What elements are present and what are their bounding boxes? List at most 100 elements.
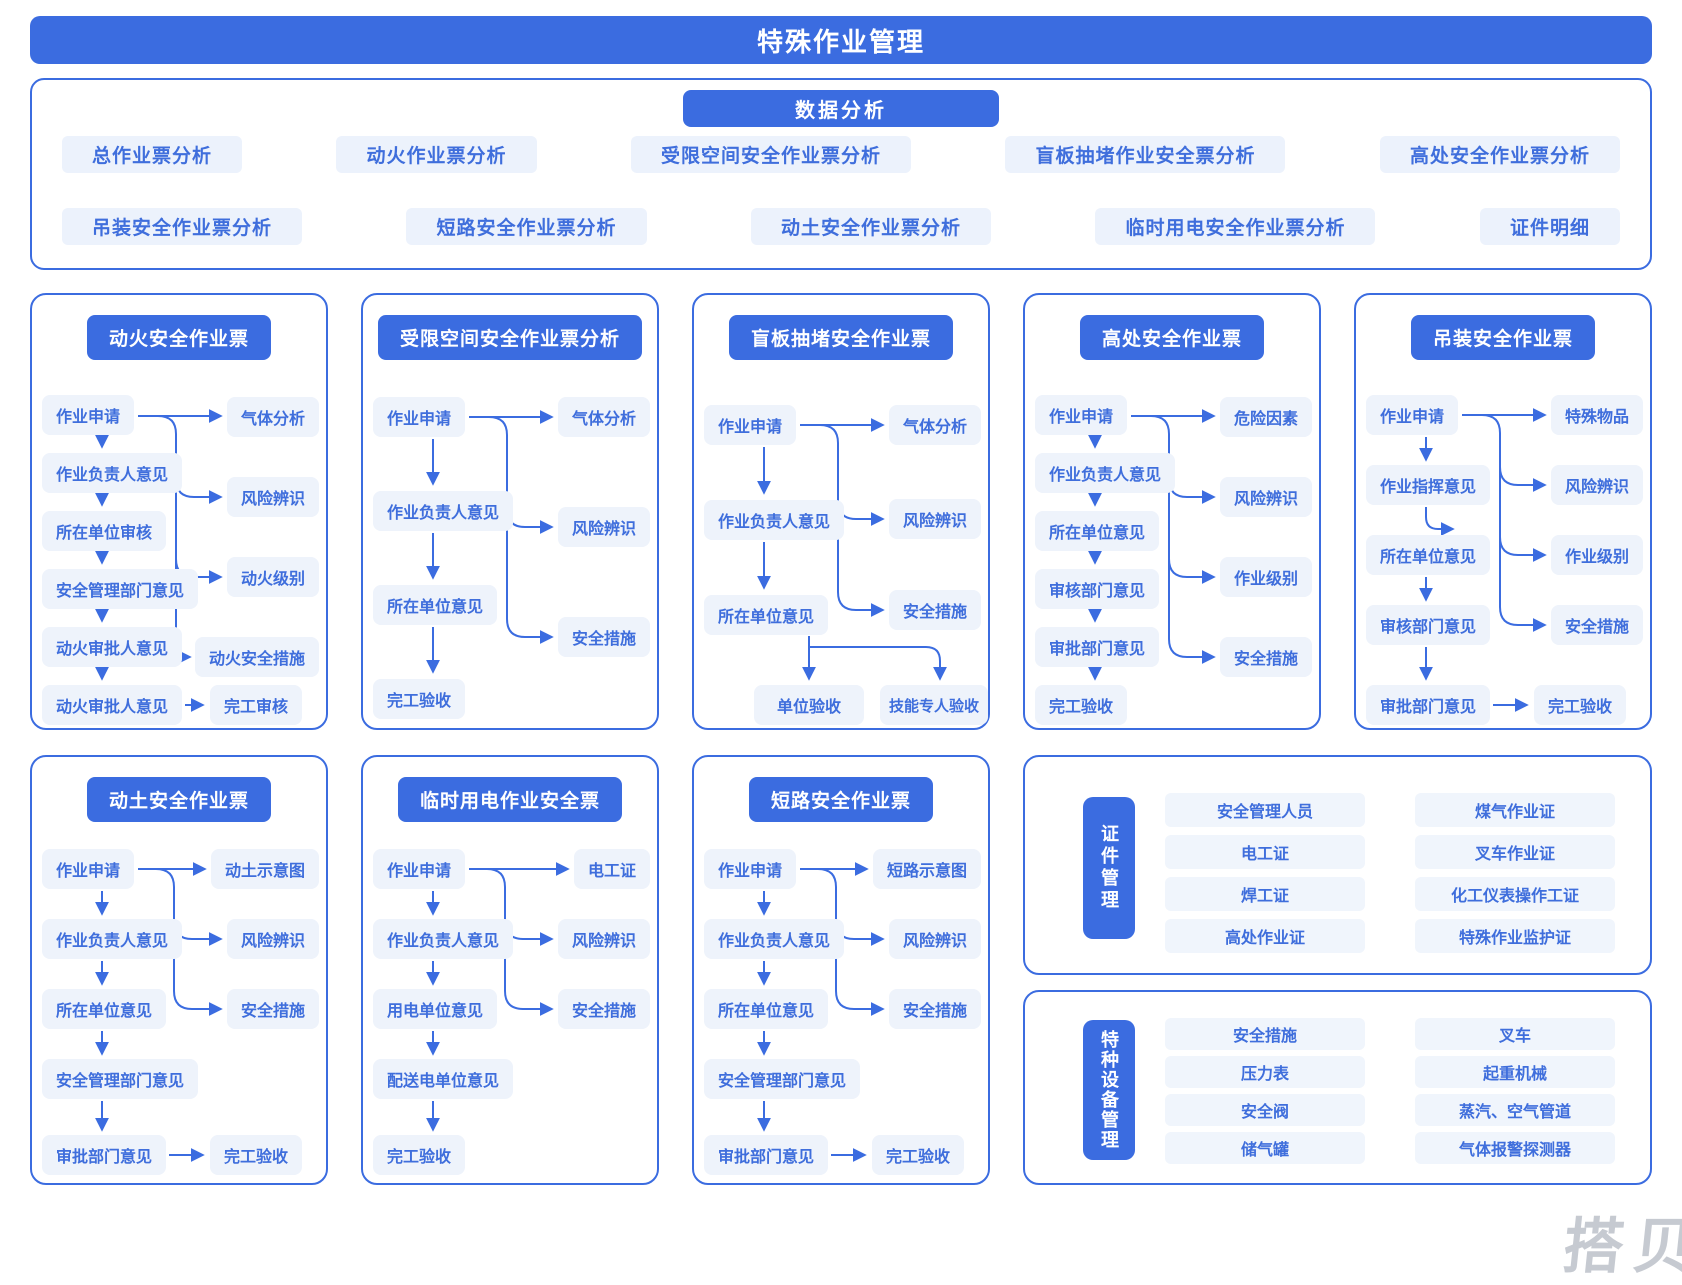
- panel-title-button[interactable]: 盲板抽堵安全作业票: [728, 315, 954, 360]
- analysis-row-1: 总作业票分析 动火作业票分析 受限空间安全作业票分析 盲板抽堵作业安全票分析 高…: [62, 136, 1620, 173]
- panel-lifting: 吊装安全作业票 作业申请 作业指挥意见 所在单位意见 审核部门意见 审批部门意见…: [1354, 293, 1652, 730]
- certificate-item-button[interactable]: 高处作业证: [1165, 919, 1365, 953]
- panel-blind-plate: 盲板抽堵安全作业票 作业申请 作业负责人意见 所在单位意见 单位验收 技能专人验…: [692, 293, 990, 730]
- data-analysis-title-button[interactable]: 数据分析: [683, 90, 999, 127]
- flow-step: 所在单位意见: [373, 585, 497, 625]
- panel-title-button[interactable]: 动土安全作业票: [86, 777, 272, 822]
- flow-final-step: 完工验收: [872, 1135, 964, 1175]
- flow-step: 安全管理部门意见: [704, 1059, 860, 1099]
- flow-connectors: [95, 862, 223, 1162]
- certificate-management-label: 证件管理: [1083, 797, 1135, 939]
- flow-step: 作业申请: [1035, 395, 1127, 435]
- flow-step: 所在单位意见: [1366, 535, 1490, 575]
- analysis-row-2: 吊装安全作业票分析 短路安全作业票分析 动土安全作业票分析 临时用电安全作业票分…: [62, 208, 1620, 245]
- watermark: 搭贝: [1559, 1213, 1682, 1280]
- equipment-item-button[interactable]: 叉车: [1415, 1018, 1615, 1050]
- flow-branch: 风险辨识: [889, 919, 981, 959]
- flow-branch: 动土示意图: [211, 849, 319, 889]
- flow-step: 作业申请: [373, 397, 465, 437]
- panel-title-button[interactable]: 短路安全作业票: [748, 777, 934, 822]
- certificate-item-button[interactable]: 煤气作业证: [1415, 793, 1615, 827]
- certificate-item-button[interactable]: 安全管理人员: [1165, 793, 1365, 827]
- panel-special-equipment-management: 特种设备管理 安全措施 压力表 安全阀 储气罐 叉车 起重机械 蒸汽、空气管道 …: [1023, 990, 1652, 1185]
- panel-title-button[interactable]: 动火安全作业票: [86, 315, 272, 360]
- flow-connectors: [757, 418, 947, 681]
- flow-step: 动火审批人意见: [42, 627, 182, 667]
- equipment-item-button[interactable]: 起重机械: [1415, 1056, 1615, 1088]
- analysis-item-button[interactable]: 动土安全作业票分析: [750, 208, 991, 245]
- flow-branch: 安全措施: [889, 989, 981, 1029]
- flow-step: 作业申请: [1366, 395, 1458, 435]
- panel-title-button[interactable]: 受限空间安全作业票分析: [377, 315, 643, 360]
- flow-step: 安全管理部门意见: [42, 1059, 198, 1099]
- flow-branch: 动火安全措施: [195, 637, 319, 677]
- flow-branch: 气体分析: [227, 397, 319, 437]
- flow-step: 作业申请: [42, 395, 134, 435]
- flow-step: 完工验收: [1035, 685, 1127, 725]
- analysis-item-button[interactable]: 临时用电安全作业票分析: [1095, 208, 1376, 245]
- certificate-item-button[interactable]: 焊工证: [1165, 877, 1365, 911]
- flow-step: 作业申请: [704, 849, 796, 889]
- flow-branch: 动火级别: [227, 557, 319, 597]
- analysis-item-button[interactable]: 总作业票分析: [62, 136, 243, 173]
- equipment-item-button[interactable]: 蒸汽、空气管道: [1415, 1094, 1615, 1126]
- flow-step: 完工验收: [373, 679, 465, 719]
- flow-branch: 风险辨识: [1220, 477, 1312, 517]
- flow-step: 作业申请: [42, 849, 134, 889]
- certificate-item-button[interactable]: 叉车作业证: [1415, 835, 1615, 869]
- panel-temporary-power: 临时用电作业安全票 作业申请 作业负责人意见 用电单位意见 配送电单位意见 完工…: [361, 755, 659, 1185]
- flow-step: 所在单位意见: [704, 595, 828, 635]
- panel-earth-work: 动土安全作业票 作业申请 作业负责人意见 所在单位意见 安全管理部门意见 审批部…: [30, 755, 328, 1185]
- flow-final-step: 完工审核: [210, 685, 302, 725]
- flow-branch: 风险辨识: [558, 919, 650, 959]
- panel-title-button[interactable]: 吊装安全作业票: [1410, 315, 1596, 360]
- flow-step: 所在单位审核: [42, 511, 166, 551]
- flow-step: 审核部门意见: [1366, 605, 1490, 645]
- analysis-item-button[interactable]: 受限空间安全作业票分析: [630, 136, 911, 173]
- analysis-item-button[interactable]: 动火作业票分析: [336, 136, 537, 173]
- page-title: 特殊作业管理: [30, 16, 1652, 64]
- flow-branch: 特殊物品: [1551, 395, 1643, 435]
- analysis-item-button[interactable]: 短路安全作业票分析: [406, 208, 647, 245]
- equipment-item-button[interactable]: 压力表: [1165, 1056, 1365, 1088]
- flow-step: 安全管理部门意见: [42, 569, 198, 609]
- flow-branch: 风险辨识: [1551, 465, 1643, 505]
- flow-branch: 作业级别: [1551, 535, 1643, 575]
- flow-branch: 作业级别: [1220, 557, 1312, 597]
- flow-step: 作业负责人意见: [704, 919, 844, 959]
- equipment-item-button[interactable]: 安全措施: [1165, 1018, 1365, 1050]
- certificate-item-button[interactable]: 电工证: [1165, 835, 1365, 869]
- flow-branch: 安全措施: [558, 989, 650, 1029]
- flow-step: 作业负责人意见: [373, 491, 513, 531]
- flow-step: 作业负责人意见: [42, 453, 182, 493]
- equipment-item-button[interactable]: 气体报警探测器: [1415, 1132, 1615, 1164]
- flow-connectors: [1088, 409, 1216, 681]
- flow-branch: 风险辨识: [227, 477, 319, 517]
- panel-height-work: 高处安全作业票 作业申请 作业负责人意见 所在单位意见 审核部门意见 审批部门意…: [1023, 293, 1321, 730]
- flow-step: 配送电单位意见: [373, 1059, 513, 1099]
- flow-step: 审批部门意见: [704, 1135, 828, 1175]
- panel-title-button[interactable]: 高处安全作业票: [1079, 315, 1265, 360]
- flow-step: 动火审批人意见: [42, 685, 182, 725]
- flow-branch: 安全措施: [1551, 605, 1643, 645]
- flow-step: 作业申请: [704, 405, 796, 445]
- equipment-item-button[interactable]: 储气罐: [1165, 1132, 1365, 1164]
- analysis-item-button[interactable]: 证件明细: [1479, 208, 1620, 245]
- flow-branch: 安全措施: [227, 989, 319, 1029]
- flow-step: 作业负责人意见: [1035, 453, 1175, 493]
- flow-step: 作业负责人意见: [704, 500, 844, 540]
- flow-branch: 电工证: [574, 849, 650, 889]
- flow-branch: 气体分析: [889, 405, 981, 445]
- certificate-item-button[interactable]: 特殊作业监护证: [1415, 919, 1615, 953]
- flow-final-step: 完工验收: [210, 1135, 302, 1175]
- flow-connectors: [1419, 408, 1547, 712]
- flow-step: 作业负责人意见: [373, 919, 513, 959]
- analysis-item-button[interactable]: 高处安全作业票分析: [1379, 136, 1620, 173]
- equipment-item-button[interactable]: 安全阀: [1165, 1094, 1365, 1126]
- analysis-item-button[interactable]: 吊装安全作业票分析: [62, 208, 303, 245]
- panel-title-button[interactable]: 临时用电作业安全票: [397, 777, 623, 822]
- data-analysis-section: 数据分析 总作业票分析 动火作业票分析 受限空间安全作业票分析 盲板抽堵作业安全…: [30, 78, 1652, 270]
- analysis-item-button[interactable]: 盲板抽堵作业安全票分析: [1005, 136, 1286, 173]
- panel-short-circuit: 短路安全作业票 作业申请 作业负责人意见 所在单位意见 安全管理部门意见 审批部…: [692, 755, 990, 1185]
- certificate-item-button[interactable]: 化工仪表操作工证: [1415, 877, 1615, 911]
